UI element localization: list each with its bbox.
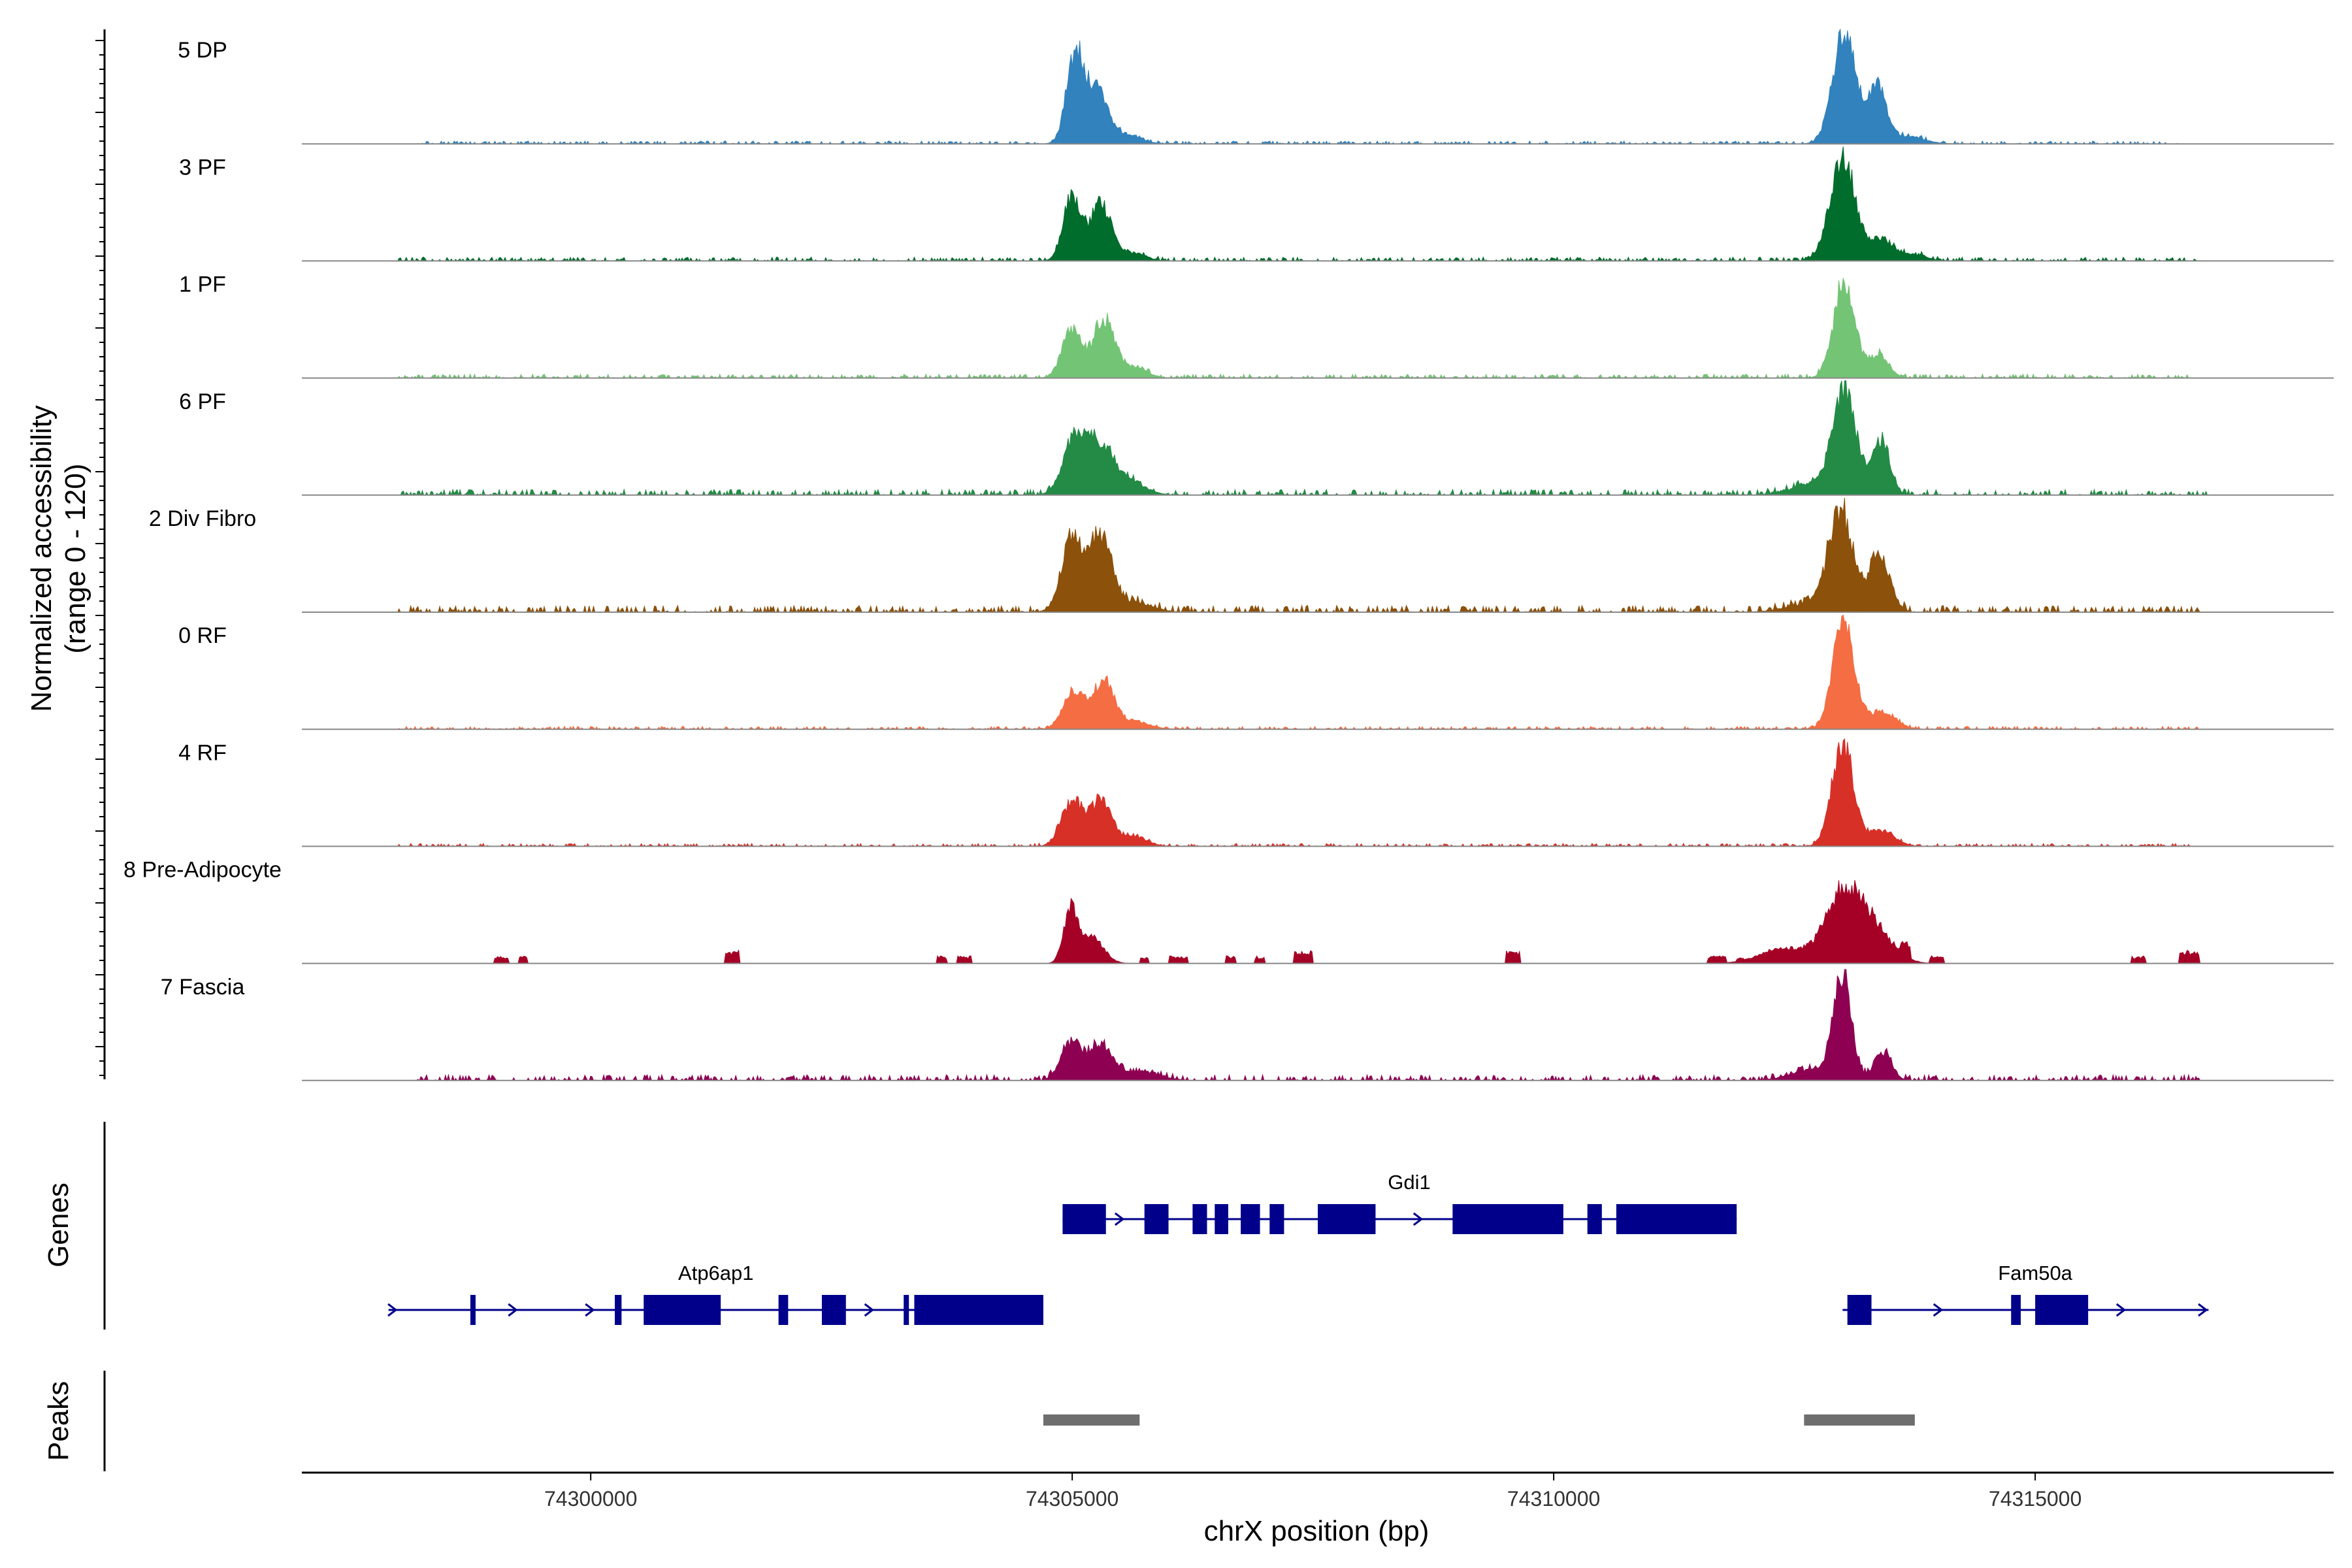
exon <box>615 1295 622 1325</box>
track-1-pf: 1 PF <box>179 272 2334 379</box>
exon <box>1192 1204 1207 1234</box>
exon <box>904 1295 909 1325</box>
coverage-area <box>302 28 2334 145</box>
track-7-fascia: 7 Fascia <box>161 969 2334 1082</box>
strand-arrow <box>2198 1303 2208 1317</box>
track-label: 7 Fascia <box>161 975 245 1000</box>
exon <box>1215 1204 1228 1234</box>
strand-arrow <box>864 1303 875 1317</box>
exon <box>1144 1204 1169 1234</box>
strand-arrow <box>1933 1303 1944 1317</box>
strand-arrow <box>1413 1212 1424 1226</box>
x-axis-title: chrX position (bp) <box>1204 1515 1429 1547</box>
gene-models: Gdi1 Atp6ap1 Fam50a <box>387 1171 2209 1325</box>
peak-region <box>1043 1414 1140 1426</box>
x-tick-label: 74305000 <box>1026 1487 1119 1511</box>
exon <box>644 1295 721 1325</box>
track-8-pre-adipocyte: 8 Pre-Adipocyte <box>123 858 2334 964</box>
track-0-rf: 0 RF <box>178 614 2334 730</box>
strand-arrow <box>387 1303 398 1317</box>
exon <box>821 1295 846 1325</box>
track-label: 2 Div Fibro <box>149 506 256 531</box>
track-4-rf: 4 RF <box>178 738 2334 847</box>
track-6-pf: 6 PF <box>179 380 2334 497</box>
exon <box>2011 1295 2021 1325</box>
gene-gdi1: Gdi1 <box>1062 1171 1737 1234</box>
coverage-area <box>302 380 2334 497</box>
gene-label: Atp6ap1 <box>678 1262 754 1284</box>
exon <box>1062 1204 1106 1234</box>
exon <box>1847 1295 1872 1325</box>
track-label: 3 PF <box>179 155 226 180</box>
exon <box>470 1295 476 1325</box>
track-3-pf: 3 PF <box>179 146 2334 262</box>
x-tick-label: 74310000 <box>1507 1487 1600 1511</box>
track-label: 5 DP <box>178 38 227 63</box>
strand-arrow <box>508 1303 518 1317</box>
exon <box>914 1295 1043 1325</box>
track-2-div-fibro: 2 Div Fibro <box>149 497 2334 613</box>
gene-fam50a: Fam50a <box>1842 1262 2209 1325</box>
y-axis-subtitle: (range 0 - 120) <box>59 463 91 653</box>
track-label: 8 Pre-Adipocyte <box>123 858 282 883</box>
exon <box>778 1295 789 1325</box>
strand-arrow <box>585 1303 595 1317</box>
x-tick-label: 74300000 <box>544 1487 637 1511</box>
x-tick-label: 74315000 <box>1989 1487 2082 1511</box>
gene-atp6ap1: Atp6ap1 <box>387 1262 1043 1325</box>
track-label: 4 RF <box>178 740 227 765</box>
exon <box>1587 1204 1602 1234</box>
exon <box>1318 1204 1376 1234</box>
y-axis-title: Normalized accessibility <box>25 405 57 711</box>
exon <box>1269 1204 1284 1234</box>
peak-regions <box>1043 1414 1915 1426</box>
gene-label: Gdi1 <box>1388 1171 1430 1194</box>
exon <box>2035 1295 2089 1325</box>
genes-panel-label: Genes <box>42 1183 74 1267</box>
track-label: 6 PF <box>179 389 226 414</box>
strand-arrow <box>2115 1303 2127 1317</box>
gene-label: Fam50a <box>1998 1262 2072 1284</box>
exon <box>1241 1204 1260 1234</box>
strand-arrow <box>1114 1212 1125 1226</box>
track-label: 1 PF <box>179 272 226 297</box>
exon <box>1452 1204 1563 1234</box>
coverage-tracks: 5 DP 3 PF 1 PF 6 PF 2 Div Fibro 0 RF 4 RF 8 Pre… <box>123 28 2334 1082</box>
x-axis-ticks: 74300000 74305000 74310000 74315000 <box>544 1473 2082 1511</box>
track-label: 0 RF <box>178 623 227 648</box>
track-5-dp: 5 DP <box>178 28 2334 145</box>
peak-region <box>1804 1414 1915 1426</box>
peaks-panel-label: Peaks <box>42 1381 74 1461</box>
exon <box>1616 1204 1737 1234</box>
tracks-y-ticks <box>95 40 105 1076</box>
